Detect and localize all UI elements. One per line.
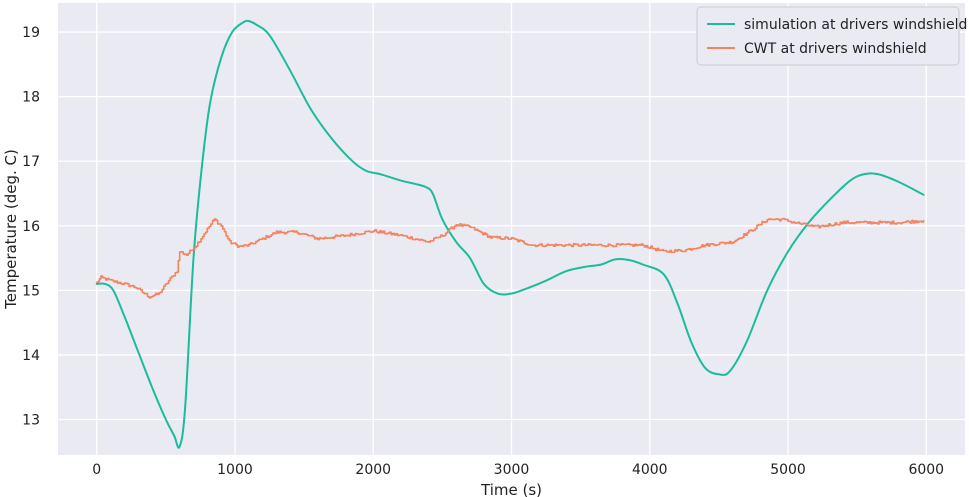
x-tick-label: 1000 [217, 462, 253, 478]
y-tick-label: 15 [22, 283, 40, 299]
legend: simulation at drivers windshield CWT at … [696, 6, 967, 66]
series-lines [95, 19, 925, 449]
x-axis-label: Time (s) [480, 481, 542, 497]
legend-label-cwt: CWT at drivers windshield [744, 41, 927, 57]
y-tick-label: 16 [22, 219, 40, 235]
x-tick-label: 0 [92, 462, 101, 478]
x-tick-label: 6000 [908, 462, 944, 478]
x-tick-label: 4000 [632, 462, 668, 478]
series-line-cwt [95, 217, 925, 299]
y-tick-label: 17 [22, 154, 40, 170]
tick-labels: 0 1000 2000 3000 4000 5000 6000 13 14 15 16 17 18 19 [22, 25, 944, 478]
x-tick-label: 5000 [770, 462, 806, 478]
y-tick-label: 18 [22, 90, 40, 106]
y-tick-label: 13 [22, 412, 40, 428]
x-tick-label: 2000 [355, 462, 391, 478]
series-line-simulation [95, 19, 925, 449]
y-tick-label: 14 [22, 348, 40, 364]
x-tick-label: 3000 [494, 462, 530, 478]
legend-label-simulation: simulation at drivers windshield [744, 17, 967, 33]
legend-box [696, 6, 960, 66]
y-axis-label: Temperature (deg. C) [2, 149, 20, 310]
y-tick-label: 19 [22, 25, 40, 41]
